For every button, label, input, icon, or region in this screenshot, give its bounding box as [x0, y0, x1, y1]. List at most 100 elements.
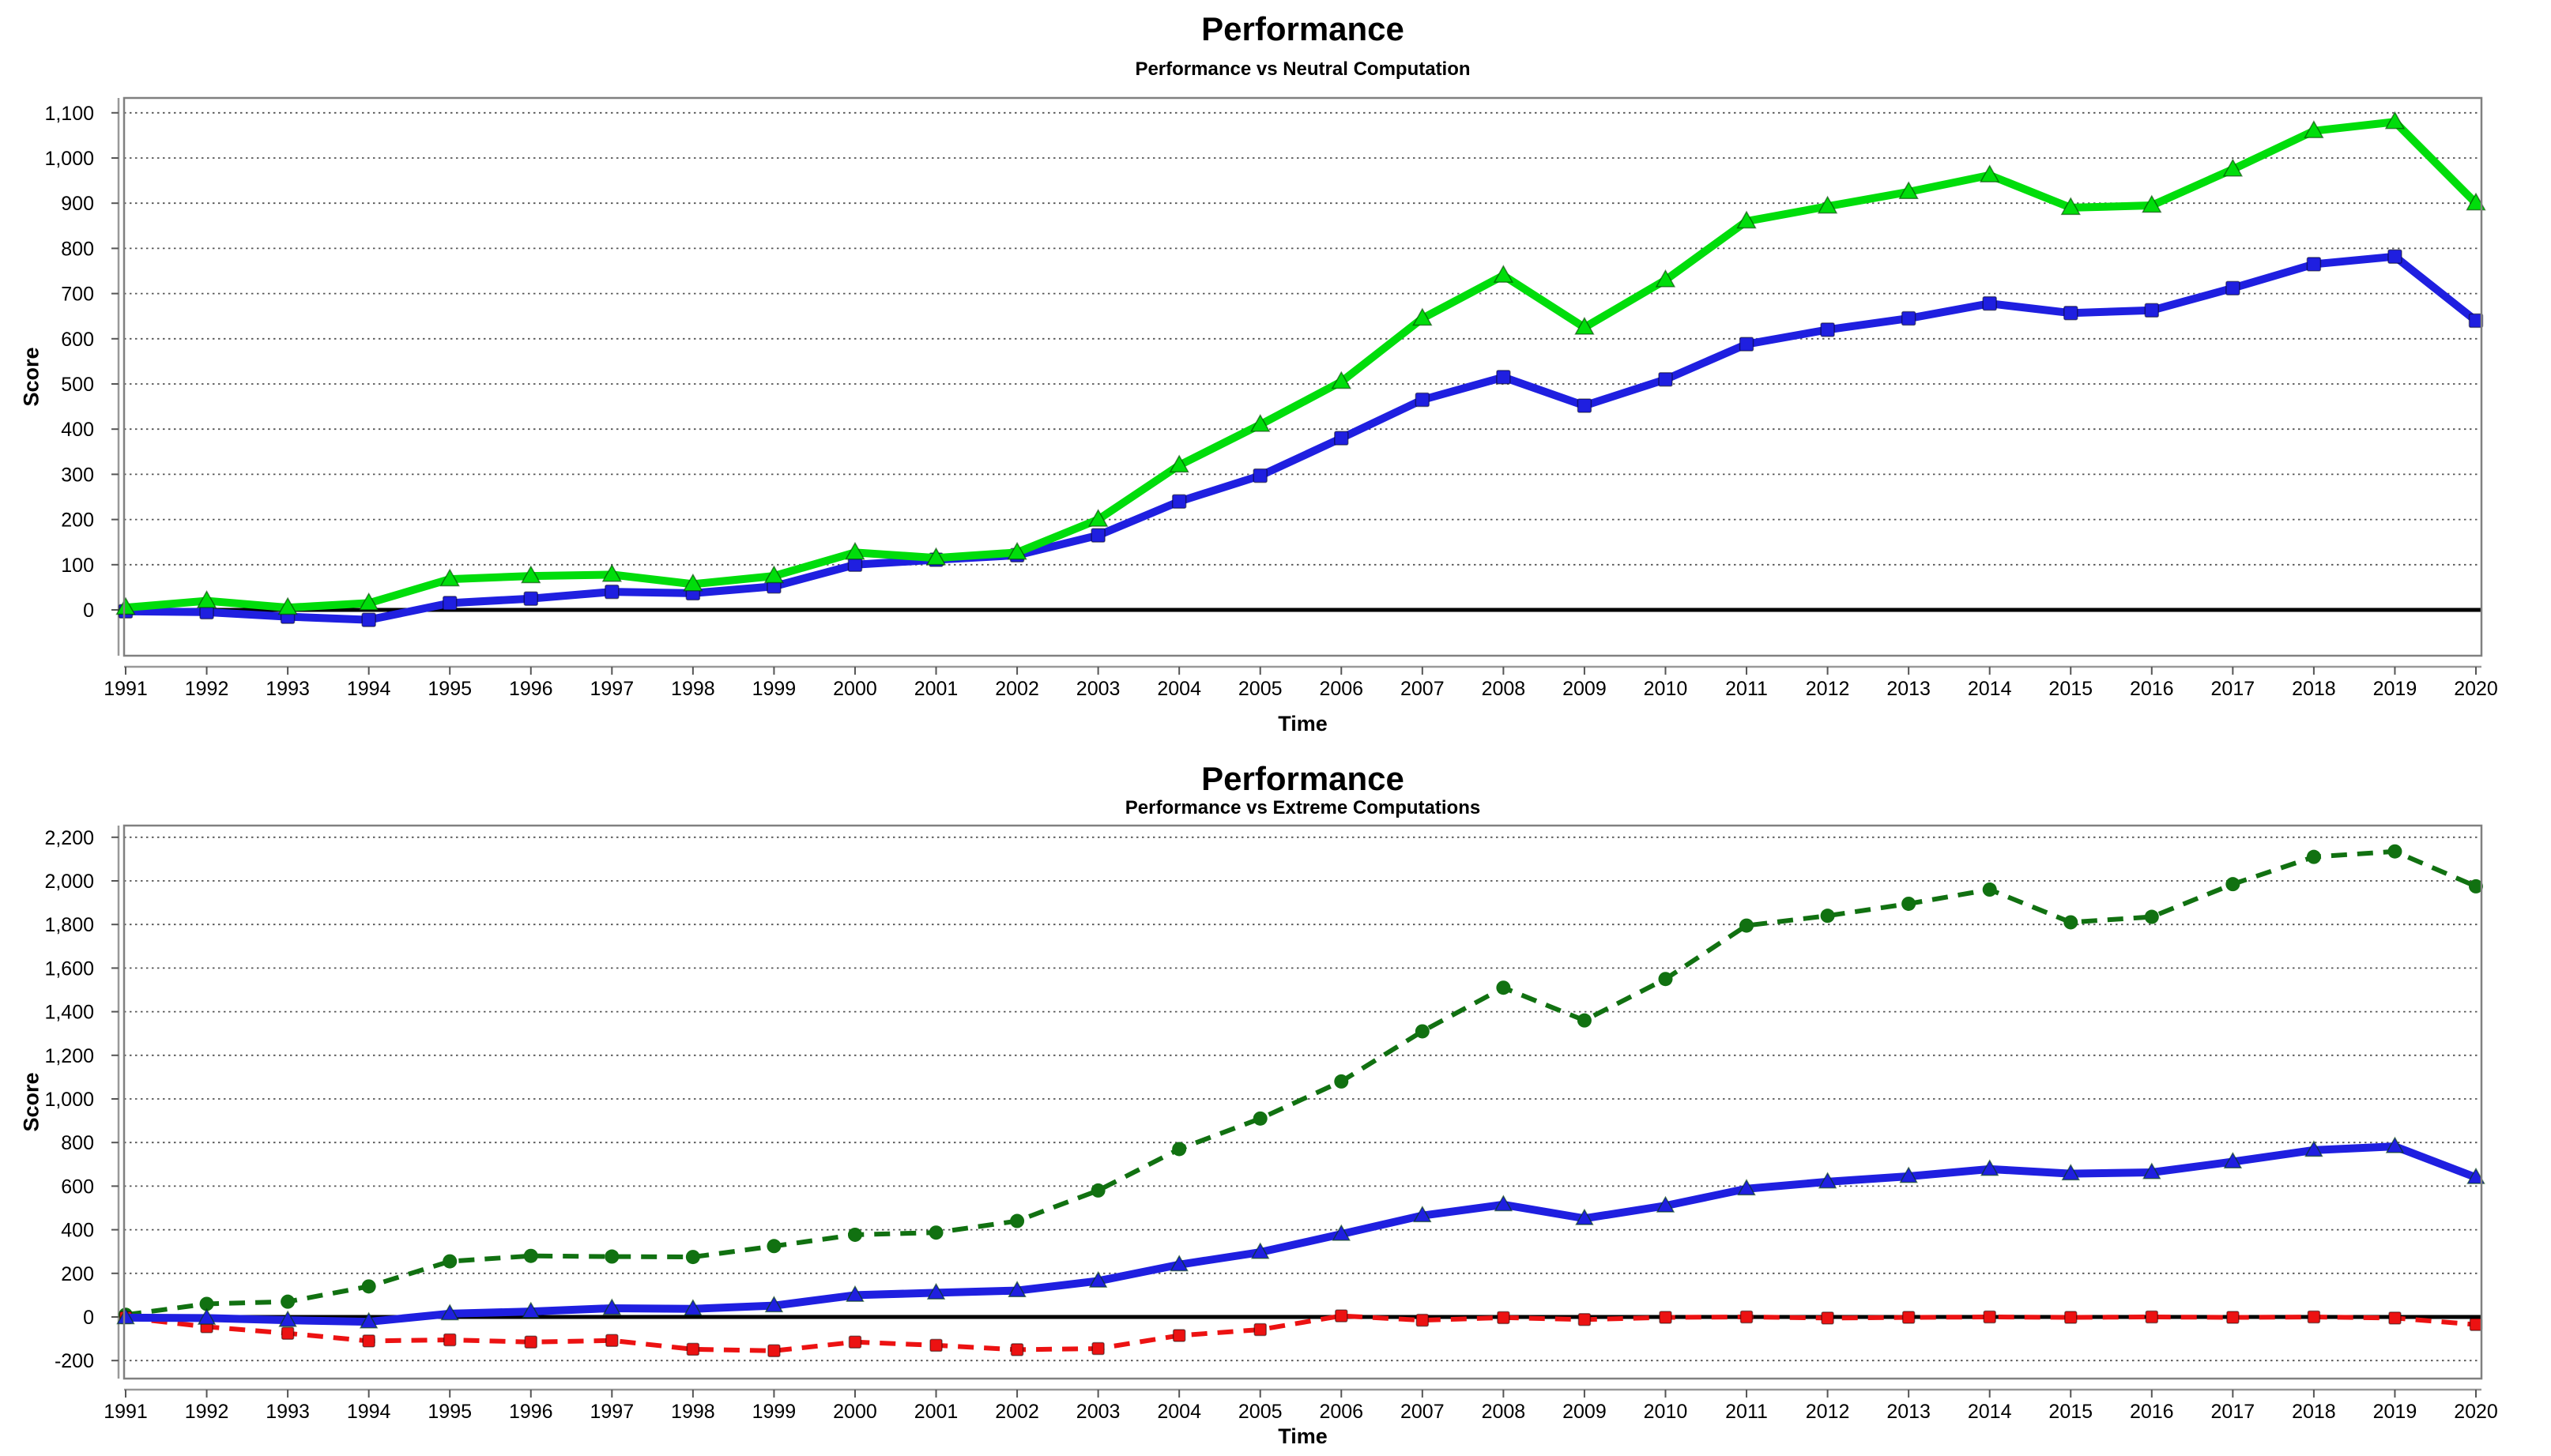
marker-neutral-computation: [2142, 194, 2162, 213]
x-tick-label: 2017: [2211, 678, 2255, 700]
y-tick-label: 400: [61, 1220, 94, 1242]
marker-neutral-computation: [1817, 195, 1838, 214]
marker-neutral-computation: [1898, 181, 1919, 200]
marker-extreme-computation-lower: [1253, 1322, 1267, 1337]
y-axis-label: Score: [19, 1072, 43, 1132]
marker-extreme-computation-upper: [523, 1248, 538, 1263]
x-tick-label: 1998: [671, 1401, 715, 1423]
x-tick-label: 2012: [1806, 678, 1850, 700]
marker-neutral-computation: [1169, 454, 1189, 473]
series-line-extreme-computation-lower: [125, 1313, 2477, 1353]
y-tick-label: 100: [61, 555, 94, 577]
series-line-performance: [125, 1142, 2478, 1326]
marker-performance: [1656, 1195, 1675, 1213]
plot-border: [122, 824, 2483, 1380]
x-tick-label: 2005: [1238, 678, 1283, 700]
y-tick-label: 0: [83, 1307, 94, 1329]
series-line-performance: [125, 252, 2479, 624]
marker-performance: [1171, 494, 1187, 509]
marker-performance: [1415, 392, 1430, 408]
marker-extreme-computation-upper: [1577, 1013, 1592, 1028]
x-tick-label: 2007: [1400, 678, 1445, 700]
marker-extreme-computation-upper: [361, 1279, 376, 1294]
series-line-extreme-computation-upper: [125, 848, 2478, 1318]
marker-performance: [1899, 1166, 1918, 1183]
marker-performance: [1253, 468, 1268, 483]
marker-performance: [926, 1282, 946, 1300]
marker-extreme-computation-lower: [1335, 1309, 1348, 1322]
marker-extreme-computation-lower: [686, 1342, 700, 1356]
marker-performance: [197, 1307, 217, 1325]
marker-neutral-computation: [115, 596, 136, 615]
y-tick-label: 600: [61, 329, 94, 351]
y-tick-label: 200: [61, 510, 94, 532]
x-tick-label: 2005: [1238, 1401, 1283, 1423]
x-tick-label: 1991: [104, 678, 148, 700]
marker-extreme-computation-upper: [2063, 915, 2078, 930]
plot-border: [122, 96, 2483, 657]
marker-extreme-computation-lower: [2469, 1318, 2483, 1331]
marker-performance: [2144, 303, 2160, 318]
marker-performance: [1901, 310, 1916, 326]
x-tick-label: 2016: [2130, 678, 2174, 700]
marker-extreme-computation-lower: [1415, 1313, 1430, 1327]
x-tick-label: 2008: [1482, 678, 1526, 700]
x-tick-label: 2018: [2292, 1401, 2336, 1423]
marker-extreme-computation-upper: [929, 1225, 944, 1240]
marker-performance: [2304, 1140, 2323, 1157]
x-tick-label: 2019: [2373, 1401, 2417, 1423]
marker-neutral-computation: [2466, 192, 2486, 211]
marker-extreme-computation-lower: [1172, 1329, 1186, 1342]
marker-performance: [278, 1310, 297, 1327]
marker-performance: [684, 1299, 703, 1316]
x-tick-label: 2016: [2130, 1401, 2174, 1423]
marker-performance: [1334, 431, 1349, 446]
x-tick-label: 2000: [833, 678, 877, 700]
marker-extreme-computation-lower: [1739, 1310, 1754, 1324]
x-tick-label: 2002: [995, 678, 1039, 700]
marker-extreme-computation-upper: [1415, 1024, 1430, 1039]
marker-performance: [847, 557, 863, 573]
marker-extreme-computation-upper: [1820, 909, 1835, 924]
marker-extreme-computation-upper: [1658, 972, 1673, 987]
marker-performance: [2387, 249, 2402, 264]
marker-extreme-computation-lower: [848, 1335, 862, 1349]
marker-neutral-computation: [439, 568, 460, 587]
x-tick-label: 2002: [995, 1401, 1039, 1423]
x-tick-label: 2009: [1562, 678, 1607, 700]
x-tick-label: 1992: [185, 1401, 229, 1423]
marker-performance: [2306, 257, 2322, 272]
marker-extreme-computation-upper: [847, 1227, 862, 1242]
marker-performance: [1737, 1179, 1756, 1196]
marker-neutral-computation: [2060, 197, 2081, 216]
marker-extreme-computation-upper: [281, 1294, 296, 1309]
marker-extreme-computation-lower: [1010, 1343, 1024, 1356]
marker-neutral-computation: [845, 541, 865, 560]
marker-extreme-computation-lower: [2063, 1311, 2078, 1324]
marker-extreme-computation-lower: [281, 1326, 295, 1340]
marker-extreme-computation-upper: [1172, 1142, 1187, 1157]
x-tick-label: 2001: [914, 1401, 959, 1423]
marker-performance: [2142, 1162, 2161, 1179]
y-tick-label: 800: [61, 1132, 94, 1154]
x-tick-label: 2007: [1400, 1401, 1445, 1423]
y-tick-label: 1,600: [44, 957, 94, 980]
x-tick-label: 2015: [2048, 678, 2093, 700]
marker-extreme-computation-lower: [443, 1333, 457, 1347]
x-tick-label: 2000: [833, 1401, 877, 1423]
marker-performance: [1008, 1281, 1027, 1298]
marker-extreme-computation-lower: [1497, 1311, 1510, 1325]
marker-performance: [522, 1301, 541, 1319]
x-tick-label: 2011: [1725, 1401, 1768, 1423]
marker-performance: [1980, 1159, 1999, 1176]
x-axis-label: Time: [1278, 1424, 1328, 1448]
y-tick-label: 400: [61, 419, 94, 441]
marker-neutral-computation: [1412, 307, 1433, 326]
marker-extreme-computation-upper: [199, 1296, 214, 1311]
marker-performance: [2385, 1136, 2405, 1153]
x-tick-label: 2010: [1644, 1401, 1688, 1423]
marker-performance: [1496, 370, 1511, 385]
marker-performance: [1818, 1172, 1837, 1189]
marker-neutral-computation: [521, 565, 541, 584]
marker-extreme-computation-lower: [767, 1344, 781, 1358]
